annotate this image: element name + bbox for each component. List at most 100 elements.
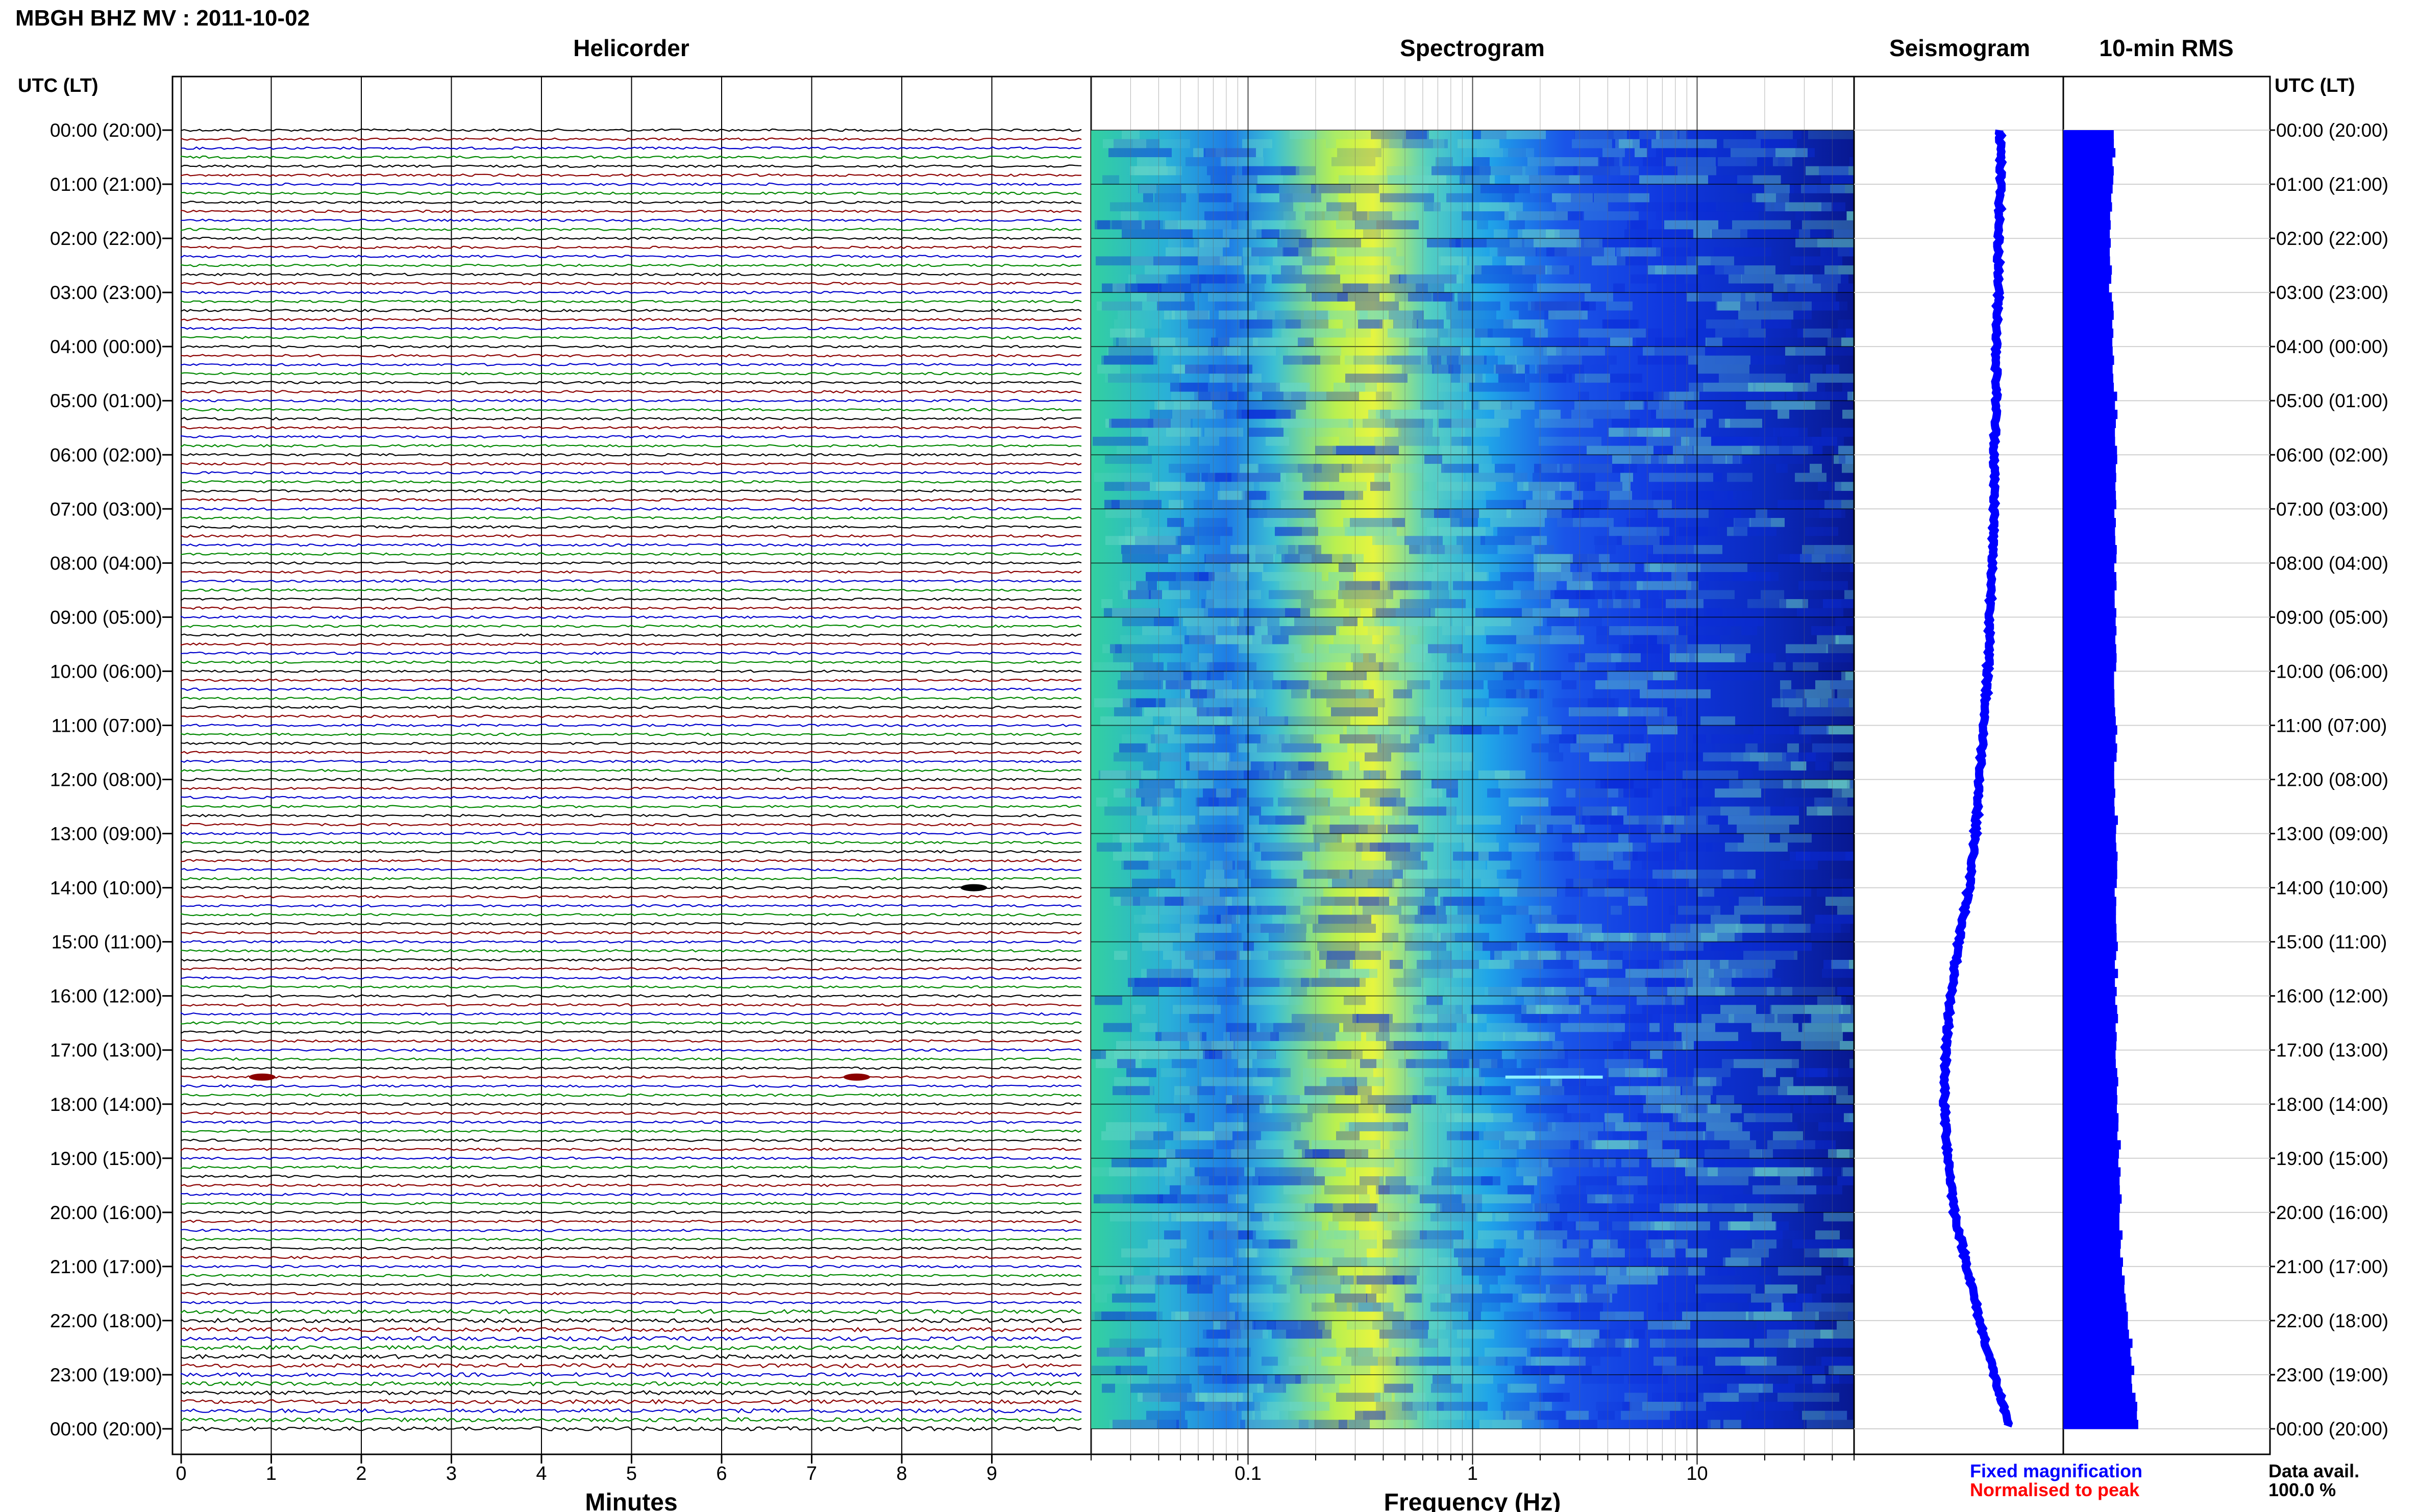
spectrogram-cell — [1445, 1293, 1459, 1303]
spectrogram-cell — [1669, 905, 1714, 915]
spectrogram-cell — [1617, 1176, 1647, 1185]
spectrogram-cell — [1339, 581, 1380, 590]
spectrogram-cell — [1706, 319, 1761, 329]
spectrogram-cell — [1355, 220, 1419, 230]
spectrogram-cell — [1386, 1104, 1411, 1113]
spectrogram-cell — [1294, 536, 1315, 545]
spectrogram-cell — [1203, 1212, 1250, 1222]
spectrogram-grid — [1091, 77, 1855, 1454]
spectrogram-cell — [1806, 752, 1833, 762]
spectrogram-cell — [1206, 870, 1224, 879]
spectrogram-cell — [1231, 617, 1267, 627]
spectrogram-cell — [1834, 229, 1854, 239]
spectrogram-cell — [1388, 328, 1438, 338]
spectrogram-cell — [1826, 725, 1854, 735]
spectrogram-cell — [1843, 1167, 1854, 1177]
spectrogram-cell — [1272, 1095, 1300, 1104]
spectrogram-cell — [1625, 401, 1644, 410]
helicorder-trace-line — [180, 254, 1082, 259]
spectrogram-cell — [1479, 914, 1501, 924]
spectrogram-cell — [1780, 428, 1798, 437]
helicorder-trace-line — [180, 344, 1082, 349]
spectrogram-cell — [1201, 626, 1246, 635]
spectrogram-cell — [1423, 1339, 1448, 1348]
spectrogram-cell — [1804, 184, 1845, 193]
spectrogram-cell — [1732, 220, 1791, 230]
spectrogram-cell — [1387, 355, 1441, 365]
spectrogram-cell — [1578, 328, 1646, 338]
spectrogram-cell — [1504, 1311, 1533, 1321]
spectrogram-cell — [1281, 265, 1302, 275]
spectrogram-cell — [1314, 833, 1342, 843]
spectrogram-cell — [1138, 283, 1201, 293]
spectrogram-cell — [1802, 1023, 1854, 1032]
spectrogram-cell — [1582, 815, 1647, 825]
spectrogram-cell — [1693, 229, 1712, 239]
spectrogram-cell — [1254, 626, 1280, 635]
spectrogram-cell — [1220, 256, 1259, 266]
spectrogram-cell — [1752, 175, 1781, 185]
spectrogram-cell — [1190, 689, 1207, 699]
spectrogram-cell — [1725, 418, 1762, 428]
spectrogram-cell — [1471, 401, 1512, 410]
spectrogram-cell — [1435, 833, 1474, 843]
spectrogram-cell — [1186, 1176, 1239, 1185]
helicorder-trace-line — [180, 976, 1082, 980]
spectrogram-cell — [1312, 1302, 1381, 1312]
spectrogram-cell — [1474, 265, 1545, 275]
spectrogram-cell — [1704, 608, 1722, 617]
helicorder-trace-line — [180, 1166, 1082, 1169]
spectrogram-cell — [1573, 878, 1607, 888]
spectrogram-cell — [1755, 1402, 1793, 1411]
spectrogram-cell — [1737, 184, 1794, 193]
spectrogram-cell — [1478, 770, 1525, 780]
spectrogram-cell — [1434, 364, 1448, 374]
spectrogram-cell — [1252, 1176, 1301, 1185]
spectrogram-cell — [1685, 752, 1743, 762]
spectrogram-cell — [1290, 1402, 1329, 1411]
spectrogram-cell — [1587, 1293, 1610, 1303]
spectrogram-cell — [1230, 1329, 1268, 1339]
spectrogram-cell — [1362, 1149, 1414, 1158]
spectrogram-cell — [1478, 401, 1535, 410]
spectrogram-cell — [1417, 960, 1479, 969]
spectrogram-cell — [1152, 1212, 1201, 1222]
spectrogram-cell — [1503, 725, 1518, 735]
rms-bar — [2063, 761, 2114, 771]
spectrogram-cell — [1301, 292, 1330, 302]
spectrogram-cell — [1174, 1095, 1197, 1104]
spectrogram-cell — [1446, 1113, 1513, 1123]
spectrogram-cell — [1573, 166, 1620, 176]
spectrogram-cell — [1092, 1311, 1163, 1321]
spectrogram-cell — [1815, 1311, 1854, 1321]
spectrogram-cell — [1334, 635, 1372, 645]
spectrogram-cell — [1550, 1284, 1571, 1294]
spectrogram-cell — [1613, 599, 1640, 608]
spectrogram-cell — [1276, 382, 1310, 392]
spectrogram-cell — [1320, 1077, 1385, 1086]
spectrogram-cell — [1481, 130, 1546, 139]
spectrogram-cell — [1771, 401, 1830, 410]
spectrogram-cell — [1121, 671, 1183, 681]
spectrogram-cell — [1102, 283, 1162, 293]
spectrogram-cell — [1786, 391, 1797, 401]
spectrogram-cell — [1216, 1393, 1242, 1402]
helicorder-trace-line — [180, 317, 1082, 321]
spectrogram-cell — [1411, 870, 1470, 879]
spectrogram-cell — [1405, 1248, 1438, 1258]
spectrogram-cell — [1573, 734, 1644, 743]
spectrogram-cell — [1133, 527, 1147, 536]
spectrogram-cell — [1841, 671, 1854, 681]
spectrogram-cell — [1374, 436, 1427, 446]
spectrogram-cell — [1187, 626, 1218, 635]
spectrogram-cell — [1684, 1176, 1732, 1185]
spectrogram-cell — [1796, 707, 1834, 716]
spectrogram-cell — [1694, 1366, 1711, 1375]
spectrogram-cell — [1430, 455, 1492, 464]
spectrogram-cell — [1778, 157, 1790, 166]
spectrogram-cell — [1110, 1212, 1169, 1222]
spectrogram-cell — [1707, 265, 1724, 275]
spectrogram-cell — [1104, 608, 1160, 617]
spectrogram-cell — [1150, 860, 1177, 870]
spectrogram-cell — [1807, 1420, 1854, 1429]
